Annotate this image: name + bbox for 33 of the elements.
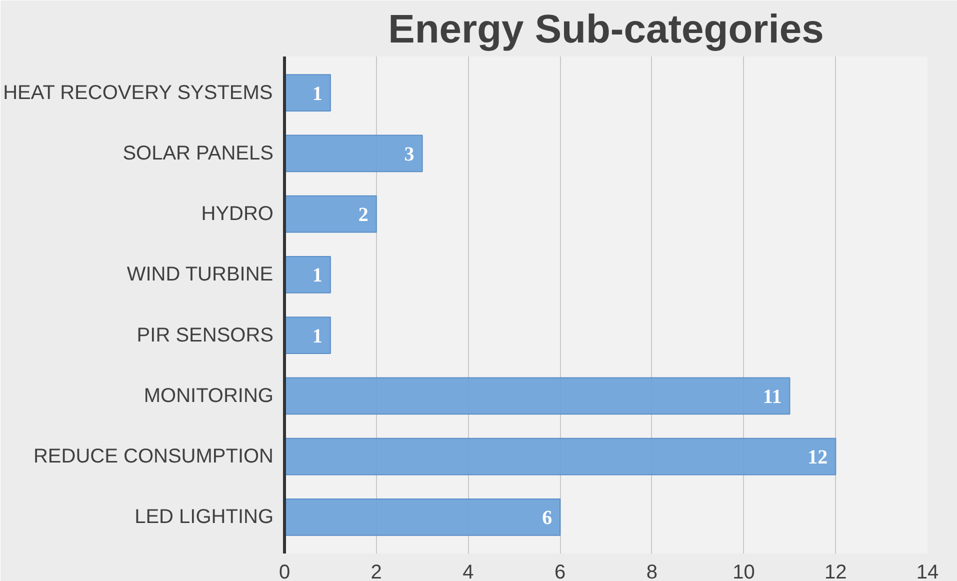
bar xyxy=(284,498,561,536)
y-tick-label: WIND TURBINE xyxy=(126,264,274,286)
data-label: 1 xyxy=(312,82,322,105)
data-label: 2 xyxy=(358,204,368,226)
x-tick-label: 6 xyxy=(554,562,566,581)
y-tick-label: REDUCE CONSUMPTION xyxy=(33,446,274,468)
bar xyxy=(284,195,377,233)
bar xyxy=(284,134,423,172)
data-label: 1 xyxy=(312,264,322,287)
data-label: 1 xyxy=(312,325,322,348)
y-tick-label: LED LIGHTING xyxy=(134,506,274,528)
data-label: 6 xyxy=(542,507,552,530)
bar xyxy=(284,256,331,294)
x-tick-label: 10 xyxy=(732,562,755,581)
y-tick-label: PIR SENSORS xyxy=(136,324,274,346)
chart-title: Energy Sub-categories xyxy=(388,8,824,52)
x-tick-label: 8 xyxy=(646,562,658,581)
y-tick-label: SOLAR PANELS xyxy=(122,142,274,164)
bar xyxy=(284,438,836,476)
bar xyxy=(284,377,790,415)
x-tick-label: 0 xyxy=(278,562,290,581)
x-tick-label: 2 xyxy=(370,562,382,581)
x-tick-label: 4 xyxy=(462,562,474,581)
bar xyxy=(284,316,331,354)
y-tick-label: HYDRO xyxy=(201,203,274,226)
y-tick-label: HEAT RECOVERY SYSTEMS xyxy=(3,82,273,104)
data-label: 11 xyxy=(762,386,782,408)
x-tick-label: 14 xyxy=(916,562,939,581)
data-label: 12 xyxy=(808,446,828,469)
data-label: 3 xyxy=(404,143,414,166)
y-tick-label: MONITORING xyxy=(144,384,274,407)
x-tick-label: 12 xyxy=(824,562,847,581)
bar xyxy=(284,74,331,112)
